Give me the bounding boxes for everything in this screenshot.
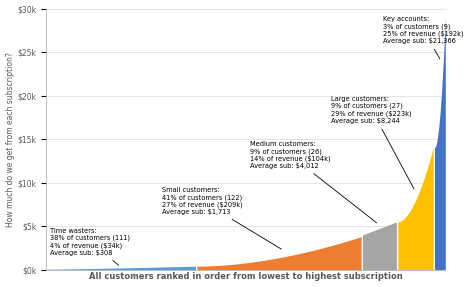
X-axis label: All customers ranked in order from lowest to highest subscription: All customers ranked in order from lowes…	[89, 272, 402, 282]
Text: Small customers:
41% of customers (122)
27% of revenue ($209k)
Average sub: $1,7: Small customers: 41% of customers (122) …	[162, 187, 282, 249]
Text: Medium customers:
9% of customers (26)
14% of revenue ($104k)
Average sub: $4,01: Medium customers: 9% of customers (26) 1…	[250, 141, 376, 223]
Y-axis label: How much do we get from each subscription?: How much do we get from each subscriptio…	[6, 52, 15, 227]
Text: Large customers:
9% of customers (27)
29% of revenue ($223k)
Average sub: $8,244: Large customers: 9% of customers (27) 29…	[331, 96, 414, 189]
Text: Key accounts:
3% of customers (9)
25% of revenue ($192k)
Average sub: $21,366: Key accounts: 3% of customers (9) 25% of…	[383, 16, 464, 59]
Text: Time wasters:
38% of customers (111)
4% of revenue ($34k)
Average sub: $308: Time wasters: 38% of customers (111) 4% …	[50, 228, 130, 265]
